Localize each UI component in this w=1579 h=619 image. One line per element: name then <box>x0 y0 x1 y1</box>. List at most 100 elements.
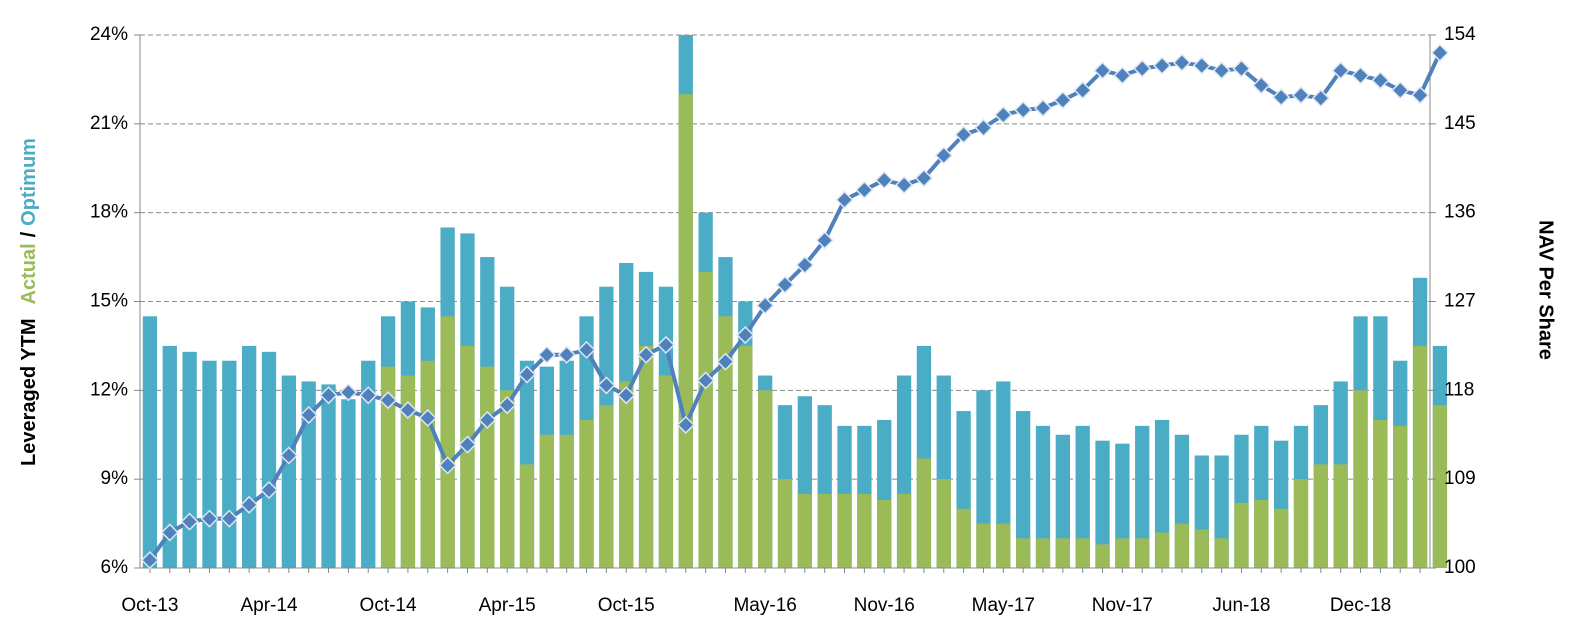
bar-actual <box>1055 538 1070 568</box>
y2-tick-label: 100 <box>1444 557 1476 578</box>
bar-optimum <box>1055 434 1070 568</box>
nav-marker <box>279 446 298 465</box>
bar-actual <box>1135 538 1150 568</box>
bar-actual <box>678 94 693 568</box>
nav-marker <box>180 512 199 531</box>
bar-actual <box>1333 464 1348 568</box>
nav-marker <box>656 335 675 354</box>
labels-layer: 6% 9% 12% 15% 18% 21% 24% 100 109 118 127 136 145 154… <box>90 24 1476 616</box>
nav-marker <box>220 509 239 528</box>
bar-optimum <box>242 345 257 568</box>
nav-marker <box>875 171 894 190</box>
bar-actual <box>797 493 812 568</box>
nav-marker <box>994 105 1013 125</box>
nav-marker <box>1331 61 1350 80</box>
bar-optimum <box>281 375 296 568</box>
y2-tick-label: 127 <box>1444 291 1476 312</box>
bar-optimum <box>1035 425 1051 568</box>
y-tick-label: 24% <box>90 24 128 45</box>
y-tick-label: 18% <box>90 202 128 223</box>
bar-actual <box>1234 502 1249 568</box>
nav-marker <box>319 386 338 405</box>
bar-actual <box>758 390 773 568</box>
nav-marker <box>1411 86 1430 105</box>
bar-actual <box>539 434 554 568</box>
bar-actual <box>817 493 832 568</box>
nav-marker <box>1391 81 1410 100</box>
bar-actual <box>936 479 951 568</box>
x-tick-label: Dec-18 <box>1330 595 1391 616</box>
bar-actual <box>1254 499 1269 568</box>
bar-optimum <box>1154 419 1170 568</box>
y-tick-label: 9% <box>101 468 129 489</box>
bar-actual <box>1095 544 1110 568</box>
nav-marker <box>775 275 795 294</box>
bar-actual <box>916 458 932 568</box>
nav-marker <box>815 231 834 250</box>
nav-marker <box>240 495 259 514</box>
bar-actual <box>1035 538 1051 568</box>
nav-marker <box>359 386 378 405</box>
nav-marker <box>1153 56 1172 75</box>
bar-optimum <box>142 316 158 568</box>
bar-actual <box>599 405 614 568</box>
y-axis-title-main: Leveraged YTM <box>18 319 40 466</box>
bar-actual <box>1194 529 1209 568</box>
nav-marker <box>478 410 497 430</box>
nav-marker <box>1212 61 1231 80</box>
bar-actual <box>1154 532 1170 568</box>
y2-tick-label: 109 <box>1444 468 1476 489</box>
bar-optimum <box>222 360 237 568</box>
nav-marker <box>1272 88 1291 107</box>
nav-marker <box>1291 86 1311 105</box>
bar-actual <box>619 381 634 568</box>
bar-optimum <box>162 345 177 568</box>
nav-marker <box>1351 66 1370 85</box>
bar-actual <box>698 271 713 568</box>
bar-actual <box>1016 538 1031 568</box>
bar-actual <box>1412 345 1428 568</box>
bar-actual <box>380 366 396 568</box>
nav-marker <box>795 255 814 275</box>
nav-marker <box>597 376 616 395</box>
bar-actual <box>1075 538 1090 568</box>
bar-actual <box>738 345 753 568</box>
bar-actual <box>400 375 416 568</box>
bar-actual <box>1373 419 1388 568</box>
y-axis-title-optimum: Optimum <box>18 138 40 226</box>
nav-marker <box>974 118 993 137</box>
bar-actual <box>896 493 912 568</box>
bar-actual <box>1214 538 1229 568</box>
nav-marker <box>498 396 517 415</box>
nav-marker <box>716 352 735 371</box>
bar-actual <box>500 390 515 568</box>
nav-marker <box>438 456 457 475</box>
x-tick-label: May-16 <box>733 595 796 616</box>
x-tick-label: Apr-15 <box>479 595 536 616</box>
x-tick-label: Oct-15 <box>598 595 655 616</box>
y2-tick-label: 136 <box>1444 202 1476 223</box>
nav-marker <box>458 435 477 454</box>
y-tick-label: 12% <box>90 379 128 400</box>
y-tick-label: 21% <box>90 113 128 134</box>
bars1-layer <box>380 94 1448 568</box>
y2-tick-label: 118 <box>1444 379 1474 400</box>
bar-optimum <box>1135 425 1150 568</box>
x-tick-label: Oct-14 <box>360 595 417 616</box>
y2-tick-label: 145 <box>1444 113 1476 134</box>
y2-axis-title: NAV Per Share <box>1535 220 1557 360</box>
nav-marker <box>855 180 874 200</box>
nav-marker <box>895 175 914 195</box>
axes-layer <box>134 34 1436 573</box>
nav-marker <box>1113 66 1132 85</box>
bar-actual <box>638 345 654 568</box>
nav-marker <box>637 345 656 364</box>
bar-optimum <box>261 351 277 568</box>
x-tick-label: Nov-17 <box>1092 595 1153 616</box>
nav-marker <box>736 325 755 345</box>
bar-actual <box>440 316 455 568</box>
nav-marker <box>1133 59 1152 78</box>
nav-marker <box>756 296 775 315</box>
bar-actual <box>579 419 594 568</box>
nav-marker <box>379 391 398 410</box>
